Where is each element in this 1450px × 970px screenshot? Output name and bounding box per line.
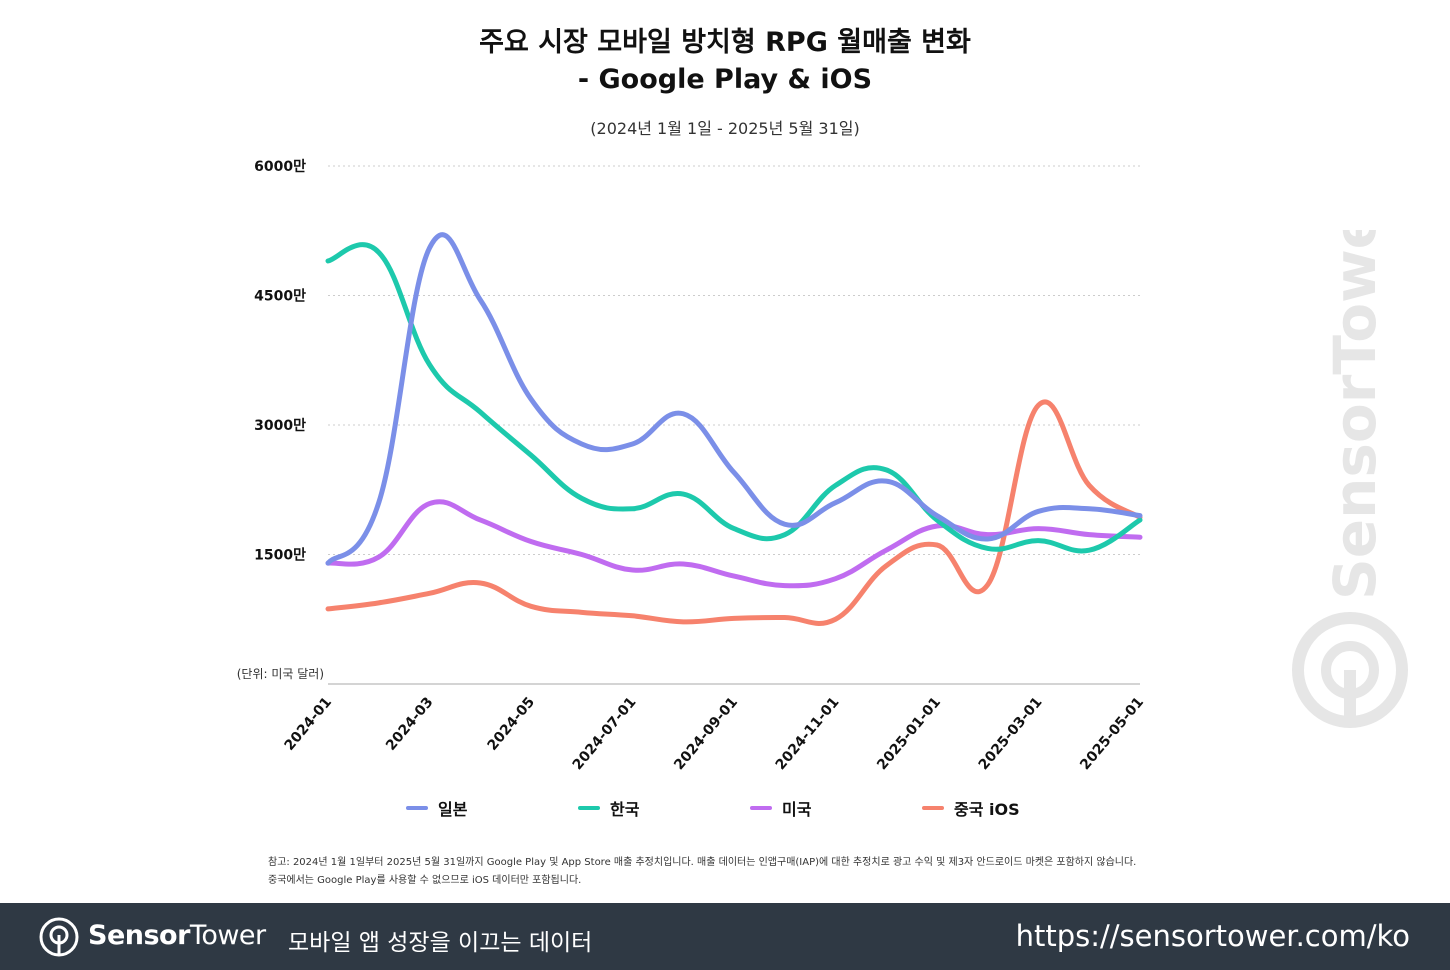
legend-swatch	[922, 806, 944, 810]
footer-bar: SensorTower 모바일 앱 성장을 이끄는 데이터 https://se…	[0, 903, 1450, 970]
legend-swatch	[578, 806, 600, 810]
y-tick-label: 4500만	[254, 289, 306, 305]
y-axis-tick-labels: 1500만 3000만 4500만 6000만	[254, 159, 306, 564]
x-tick-label: 2025-05-01	[1077, 694, 1147, 773]
x-tick-label: 2024-09-01	[671, 694, 741, 773]
legend-item-korea: 한국	[578, 796, 639, 820]
x-tick-label: 2024-03	[383, 694, 437, 754]
series-line-japan	[325, 232, 1143, 566]
chart-title-line-1: 주요 시장 모바일 방치형 RPG 월매출 변화	[479, 27, 971, 58]
footnote-line-2: 중국에서는 Google Play를 사용할 수 없으므로 iOS 데이터만 포…	[268, 875, 582, 886]
y-tick-label: 6000만	[254, 159, 306, 175]
x-tick-label: 2025-01-01	[874, 694, 944, 773]
unit-label: (단위: 미국 달러)	[237, 667, 324, 681]
sensortower-logo-icon	[39, 917, 79, 957]
footer-brand: SensorTower	[88, 920, 266, 951]
footer-brand-bold: Sensor	[88, 920, 190, 951]
x-tick-label: 2024-11-01	[773, 694, 843, 773]
watermark-text: SensorTower	[1321, 230, 1389, 600]
legend: 일본 한국 미국 중국 iOS	[0, 796, 1450, 820]
series-lines	[325, 232, 1143, 626]
series-line-korea	[325, 242, 1143, 554]
footer-tagline: 모바일 앱 성장을 이끄는 데이터	[288, 930, 593, 956]
legend-item-usa: 미국	[750, 796, 811, 820]
sensortower-watermark: SensorTower	[1292, 230, 1408, 728]
legend-label: 한국	[610, 800, 640, 819]
legend-item-japan: 일본	[406, 796, 467, 820]
x-axis-tick-labels: 2024-01 2024-03 2024-05 2024-07-01 2024-09-0…	[281, 694, 1147, 773]
line-chart: 1500만 3000만 4500만 6000만 (단위: 미국 달러) 2024-01…	[237, 159, 1147, 773]
watermark-logo-icon	[1292, 612, 1408, 728]
legend-label: 중국 iOS	[954, 800, 1020, 819]
chart-title-line-2: - Google Play & iOS	[577, 64, 873, 95]
y-tick-label: 3000만	[254, 418, 306, 434]
legend-item-china-ios: 중국 iOS	[922, 796, 1020, 820]
x-tick-label: 2024-07-01	[570, 694, 640, 773]
grid-lines	[328, 165, 1140, 555]
x-tick-label: 2024-01	[281, 694, 335, 754]
chart-subtitle: (2024년 1월 1일 - 2025년 5월 31일)	[590, 119, 860, 138]
footer-brand-light: Tower	[189, 920, 266, 951]
y-tick-label: 1500만	[254, 548, 306, 564]
legend-label: 미국	[782, 800, 812, 819]
legend-label: 일본	[438, 800, 468, 819]
footnote-line-1: 참고: 2024년 1월 1일부터 2025년 5월 31일까지 Google …	[268, 857, 1137, 868]
legend-swatch	[406, 806, 428, 810]
footer-url[interactable]: https://sensortower.com/ko	[1015, 919, 1410, 953]
series-line-china-ios	[325, 399, 1143, 626]
x-tick-label: 2025-03-01	[976, 694, 1046, 773]
x-tick-label: 2024-05	[484, 694, 538, 754]
legend-swatch	[750, 806, 772, 810]
